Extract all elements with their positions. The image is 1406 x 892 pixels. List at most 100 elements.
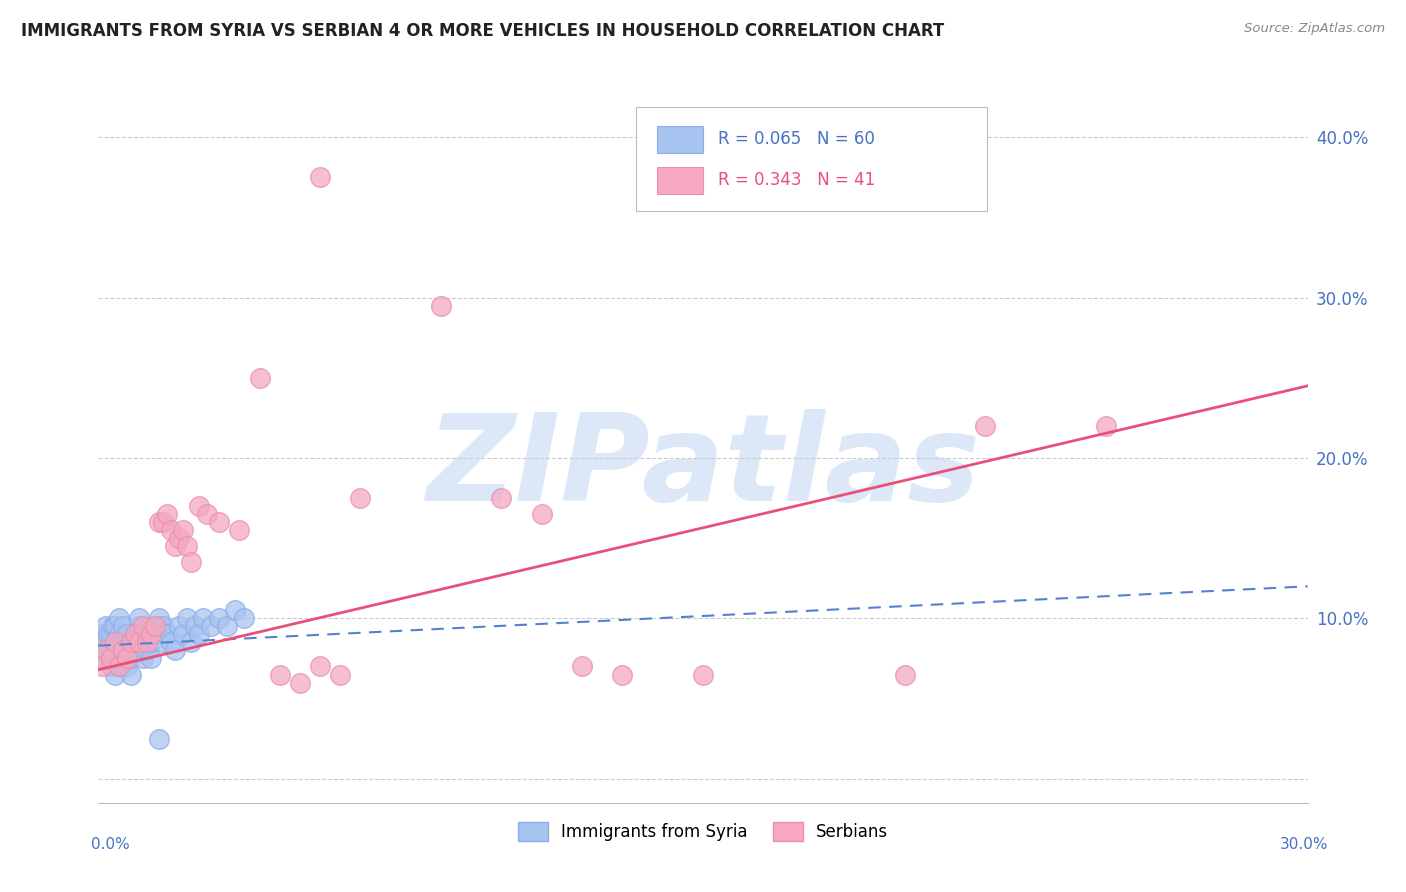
Text: ZIPatlas: ZIPatlas bbox=[426, 409, 980, 526]
Point bbox=[120, 635, 142, 649]
Point bbox=[120, 667, 142, 681]
Point bbox=[115, 627, 138, 641]
Point bbox=[167, 531, 190, 545]
Point bbox=[139, 627, 162, 641]
Point bbox=[97, 627, 120, 641]
Point bbox=[107, 659, 129, 673]
Point bbox=[91, 659, 114, 673]
Point bbox=[107, 659, 129, 673]
Point bbox=[135, 643, 157, 657]
Point bbox=[103, 635, 125, 649]
Point bbox=[128, 611, 150, 625]
Point bbox=[111, 635, 134, 649]
Point bbox=[128, 619, 150, 633]
Point bbox=[224, 603, 246, 617]
Point bbox=[249, 371, 271, 385]
Point bbox=[152, 619, 174, 633]
Point bbox=[188, 499, 211, 513]
Point bbox=[180, 635, 202, 649]
Legend: Immigrants from Syria, Serbians: Immigrants from Syria, Serbians bbox=[512, 815, 894, 848]
Point bbox=[148, 515, 170, 529]
Point bbox=[111, 619, 134, 633]
Point bbox=[893, 667, 915, 681]
Point bbox=[124, 627, 146, 641]
Point bbox=[692, 667, 714, 681]
Point bbox=[120, 635, 142, 649]
Text: R = 0.065   N = 60: R = 0.065 N = 60 bbox=[717, 130, 875, 148]
Point bbox=[128, 635, 150, 649]
Point bbox=[96, 619, 118, 633]
FancyBboxPatch shape bbox=[637, 107, 987, 211]
Point bbox=[91, 627, 114, 641]
Point bbox=[228, 523, 250, 537]
Point bbox=[115, 643, 138, 657]
Point bbox=[124, 627, 146, 641]
Point bbox=[163, 539, 186, 553]
Point bbox=[100, 627, 122, 641]
Point bbox=[132, 635, 155, 649]
Point bbox=[103, 619, 125, 633]
Point bbox=[91, 651, 114, 665]
FancyBboxPatch shape bbox=[657, 127, 703, 153]
FancyBboxPatch shape bbox=[657, 167, 703, 194]
Point bbox=[163, 643, 186, 657]
Point bbox=[100, 651, 122, 665]
Point bbox=[167, 619, 190, 633]
Point bbox=[208, 515, 231, 529]
Point bbox=[530, 507, 553, 521]
Point bbox=[195, 507, 218, 521]
Point bbox=[349, 491, 371, 505]
Point bbox=[193, 611, 215, 625]
Point bbox=[188, 627, 211, 641]
Text: IMMIGRANTS FROM SYRIA VS SERBIAN 4 OR MORE VEHICLES IN HOUSEHOLD CORRELATION CHA: IMMIGRANTS FROM SYRIA VS SERBIAN 4 OR MO… bbox=[21, 22, 945, 40]
Point bbox=[115, 651, 138, 665]
Point bbox=[139, 651, 162, 665]
Point bbox=[172, 523, 194, 537]
Point bbox=[160, 523, 183, 537]
Point bbox=[107, 643, 129, 657]
Point bbox=[430, 299, 453, 313]
Point bbox=[107, 611, 129, 625]
Text: Source: ZipAtlas.com: Source: ZipAtlas.com bbox=[1244, 22, 1385, 36]
Point bbox=[101, 619, 124, 633]
Point bbox=[96, 643, 118, 657]
Point bbox=[160, 635, 183, 649]
Point bbox=[96, 635, 118, 649]
Point bbox=[143, 619, 166, 633]
Point bbox=[176, 539, 198, 553]
Point bbox=[111, 651, 134, 665]
Point bbox=[152, 635, 174, 649]
Point bbox=[132, 651, 155, 665]
Text: R = 0.343   N = 41: R = 0.343 N = 41 bbox=[717, 171, 875, 189]
Point bbox=[571, 659, 593, 673]
Point bbox=[128, 635, 150, 649]
Point bbox=[93, 643, 115, 657]
Point bbox=[309, 170, 332, 185]
Point bbox=[309, 659, 332, 673]
Point bbox=[180, 555, 202, 569]
Point bbox=[217, 619, 239, 633]
Text: 30.0%: 30.0% bbox=[1281, 837, 1329, 852]
Point bbox=[1095, 419, 1118, 434]
Point bbox=[100, 659, 122, 673]
Point bbox=[208, 611, 231, 625]
Point bbox=[148, 731, 170, 746]
Point bbox=[612, 667, 634, 681]
Point bbox=[232, 611, 254, 625]
Point bbox=[124, 643, 146, 657]
Point bbox=[103, 667, 125, 681]
Point bbox=[172, 627, 194, 641]
Point bbox=[974, 419, 997, 434]
Point bbox=[491, 491, 513, 505]
Point bbox=[200, 619, 222, 633]
Point bbox=[89, 635, 111, 649]
Point bbox=[103, 651, 125, 665]
Point bbox=[139, 635, 162, 649]
Point bbox=[184, 619, 207, 633]
Point bbox=[120, 651, 142, 665]
Point bbox=[135, 635, 157, 649]
Point bbox=[111, 643, 134, 657]
Text: 0.0%: 0.0% bbox=[91, 837, 131, 852]
Point bbox=[156, 627, 179, 641]
Point bbox=[269, 667, 291, 681]
